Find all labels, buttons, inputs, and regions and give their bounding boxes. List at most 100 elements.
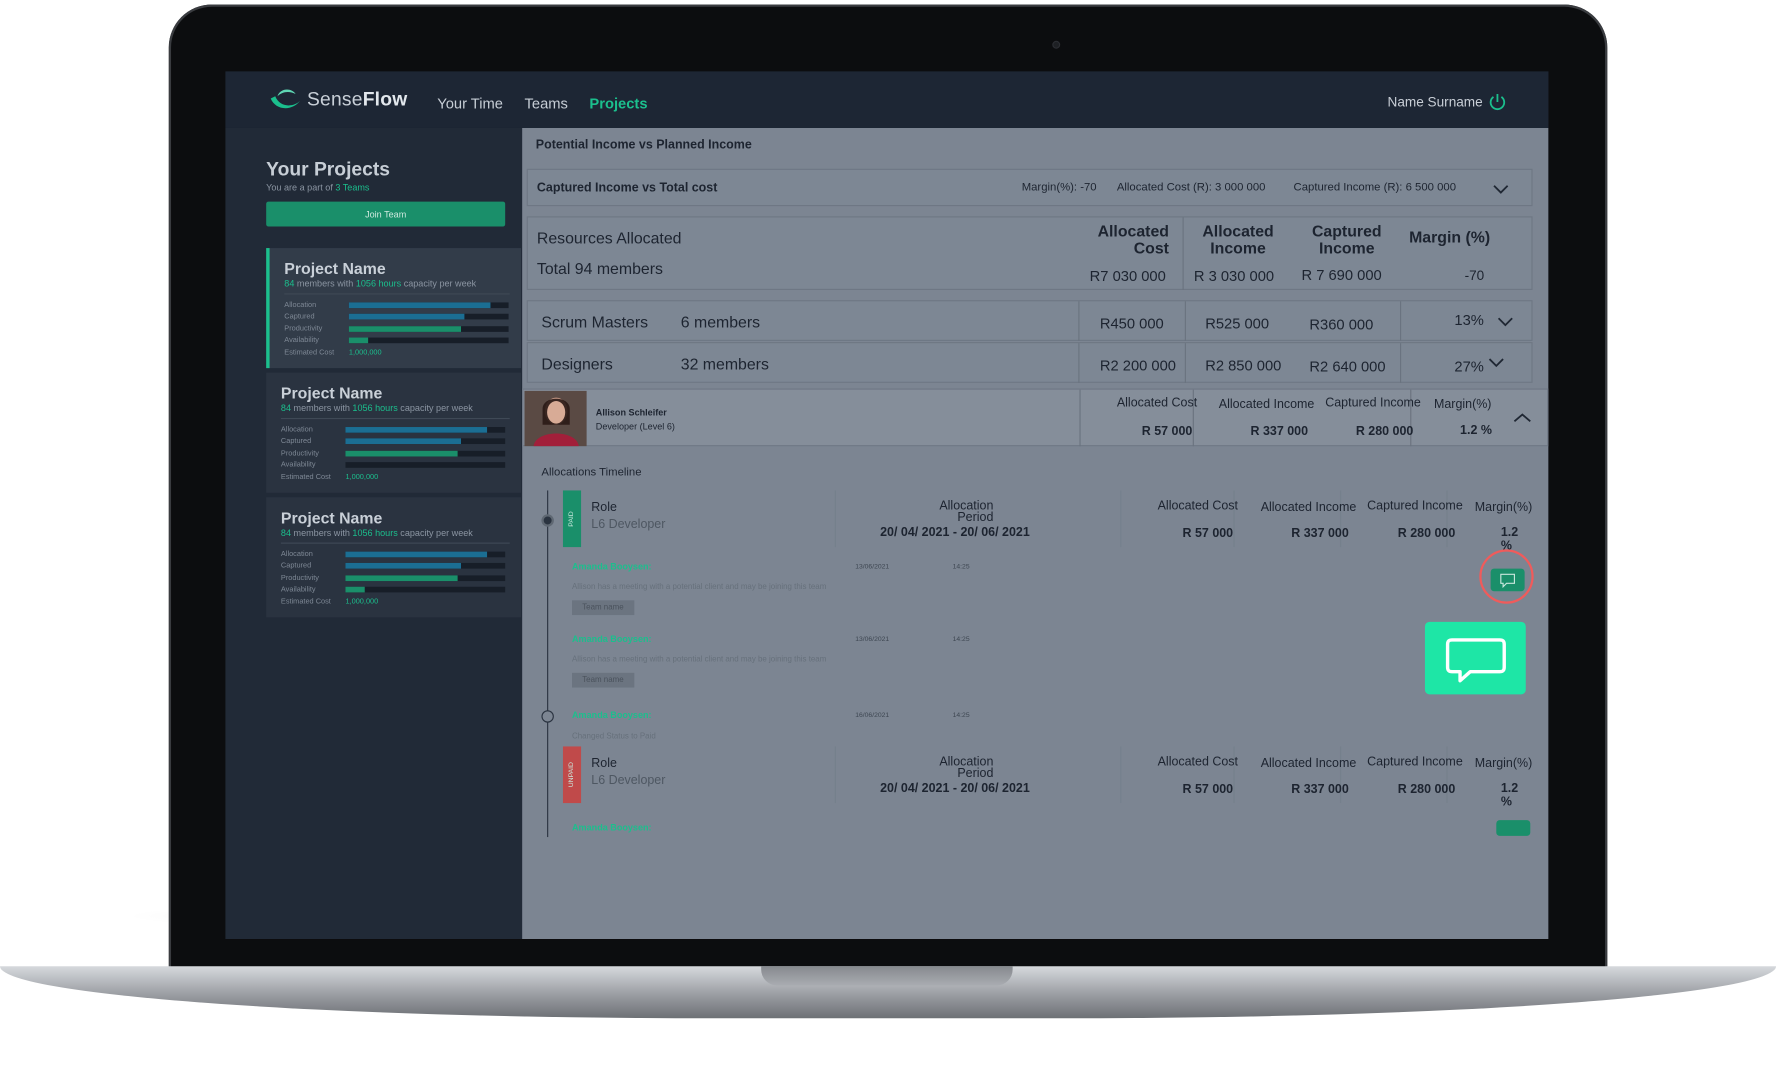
metric-row: Estimated Cost 1,000,000 <box>284 347 521 359</box>
project-card[interactable]: Project Name 84 members with 1056 hours … <box>266 248 522 369</box>
entry-h-alloc-cost: Allocated Cost <box>1157 755 1238 770</box>
total-alloc-income: R 3 030 000 <box>1193 267 1275 285</box>
hours: 1056 hours <box>352 403 398 414</box>
team-tag[interactable]: Team name <box>572 672 634 688</box>
metric-bar-fill <box>345 563 461 569</box>
metric-bar <box>348 325 509 332</box>
allocation-entry[interactable]: UNPAID Role L6 Developer Allocation Peri… <box>562 746 1532 809</box>
divider <box>1446 490 1448 548</box>
divider <box>1400 301 1402 341</box>
metric-row: Estimated Cost 1,000,000 <box>281 471 521 483</box>
chat-bubble-icon <box>1445 638 1506 683</box>
group-name: Scrum Masters <box>541 312 649 331</box>
group-name: Designers <box>541 354 613 373</box>
comment-button[interactable] <box>1496 820 1531 836</box>
comment-date: 13/06/2021 <box>855 636 890 644</box>
metric-label: Captured <box>284 312 315 321</box>
captured-income-row[interactable]: Captured Income vs Total cost Margin(%):… <box>526 168 1533 207</box>
project-card[interactable]: Project Name 84 members with 1056 hours … <box>266 497 522 618</box>
person-row[interactable]: Allison Schleifer Developer (Level 6) Al… <box>522 388 1549 447</box>
captured-income-value: Captured Income (R): 6 500 000 <box>1293 181 1456 194</box>
person-role: Developer (Level 6) <box>595 421 675 432</box>
timeline-comment: Amanda Booysen: 16/06/2021 14:25 Changed St… <box>572 710 1048 772</box>
person-h-captured-income: Captured Income <box>1325 396 1421 411</box>
metric-row: Captured <box>281 436 521 448</box>
nav-your-time[interactable]: Your Time <box>437 95 503 113</box>
nav-teams[interactable]: Teams <box>524 95 568 113</box>
join-team-button[interactable]: Join Team <box>266 201 506 227</box>
period-value: 20/ 04/ 2021 - 20/ 06/ 2021 <box>880 781 1030 796</box>
metric-row: Productivity <box>284 323 521 335</box>
group-margin: 13% <box>1454 311 1484 329</box>
metric-row: Availability <box>284 335 521 347</box>
metric-bar <box>345 575 506 581</box>
chevron-down-icon[interactable] <box>1497 316 1513 327</box>
divider <box>834 746 836 804</box>
project-card[interactable]: Project Name 84 members with 1056 hours … <box>266 372 522 493</box>
person-alloc-income: R 337 000 <box>1250 424 1309 439</box>
nav-projects[interactable]: Projects <box>589 95 648 131</box>
team-tag[interactable]: Team name <box>572 600 634 616</box>
role-value: L6 Developer <box>591 773 666 788</box>
metric-bar-fill <box>345 551 488 558</box>
metric-label: Estimated Cost <box>280 473 331 482</box>
metric-bar-fill <box>348 337 369 344</box>
senseflow-logo-icon <box>270 89 301 109</box>
divider <box>1233 746 1235 804</box>
brand-bold: Flow <box>362 88 408 110</box>
metric-bar <box>345 462 506 469</box>
add-comment-button[interactable] <box>1424 621 1526 695</box>
period-label: Allocation Period <box>939 499 994 525</box>
metric-row: Allocation <box>281 424 521 436</box>
metric-label: Productivity <box>280 449 319 458</box>
chevron-down-icon[interactable] <box>1488 357 1504 368</box>
metric-bar <box>348 302 509 308</box>
header-alloc-cost: Allocated Cost <box>1097 222 1169 258</box>
logo[interactable]: SenseFlow <box>268 85 407 114</box>
resources-label: Resources Allocated <box>536 228 682 247</box>
metric-bar <box>345 587 506 593</box>
metric-row: Availability <box>281 584 521 596</box>
metric-bar-fill <box>345 426 488 433</box>
entry-h-alloc-cost: Allocated Cost <box>1157 499 1238 514</box>
metric-bar-fill <box>348 325 461 332</box>
metric-bar <box>345 426 506 433</box>
group-alloc-income: R2 850 000 <box>1205 356 1282 374</box>
divider <box>1078 343 1080 383</box>
group-members: 6 members <box>680 312 761 331</box>
comment-text: Allison has a meeting with a potential c… <box>572 655 827 664</box>
metric-label: Allocation <box>284 301 317 309</box>
comment-text: Allison has a meeting with a potential c… <box>572 583 827 592</box>
metric-row: Productivity <box>281 447 521 459</box>
teams-link[interactable]: 3 Teams <box>335 182 370 193</box>
resource-group-row[interactable]: Scrum Masters 6 members R450 000 R525 00… <box>526 300 1533 341</box>
metric-label: Captured <box>280 562 312 571</box>
entry-alloc-cost: R 57 000 <box>1182 782 1234 797</box>
project-name: Project Name <box>280 508 383 527</box>
resources-summary: Resources Allocated Total 94 members All… <box>526 216 1533 290</box>
sidebar-subtitle: You are a part of 3 Teams <box>266 182 369 192</box>
role-label: Role <box>591 756 617 771</box>
person-h-alloc-cost: Allocated Cost <box>1116 396 1198 411</box>
capacity-text: members with <box>294 278 356 289</box>
header-margin: Margin (%) <box>1409 227 1491 246</box>
hours: 1056 hours <box>355 278 402 289</box>
metric-bar <box>348 314 509 320</box>
metric-label: Availability <box>280 585 316 594</box>
resource-group-row[interactable]: Designers 32 members R2 200 000 R2 850 0… <box>526 342 1533 383</box>
allocation-entry[interactable]: PAID Role L6 Developer Allocation Period… <box>562 490 1532 553</box>
project-capacity: 84 members with 1056 hours capacity per … <box>281 403 521 413</box>
comment-date: 16/06/2021 <box>855 712 890 720</box>
highlight-ring <box>1479 549 1534 604</box>
power-icon[interactable] <box>1487 92 1507 112</box>
brand-light: Sense <box>306 88 363 110</box>
role-value: L6 Developer <box>591 517 666 532</box>
comment-author: Amanda Booysen: <box>572 710 652 721</box>
chevron-up-icon[interactable] <box>1513 412 1531 423</box>
user-name[interactable]: Name Surname <box>1387 94 1483 110</box>
chevron-down-icon[interactable] <box>1493 183 1509 194</box>
header-alloc-income: Allocated Income <box>1202 222 1274 258</box>
divider <box>1079 389 1081 447</box>
metric-row: Captured <box>281 560 521 572</box>
project-capacity: 84 members with 1056 hours capacity per … <box>281 528 521 538</box>
